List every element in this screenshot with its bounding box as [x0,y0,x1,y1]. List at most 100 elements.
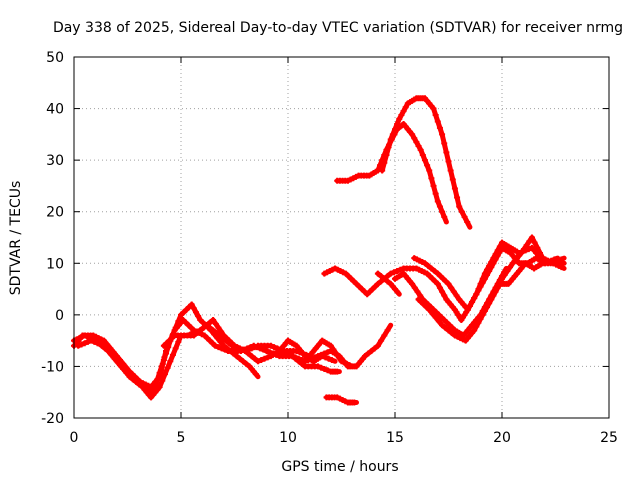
data-point [264,354,271,361]
data-point [194,328,201,335]
data-point [215,344,222,351]
data-point [200,324,207,331]
data-point [387,136,394,143]
data-point [411,135,418,142]
data-point [426,167,433,174]
data-point [252,371,259,378]
data-point [374,342,381,349]
data-point [413,139,420,146]
data-point [499,273,505,280]
data-point [322,354,329,361]
data-point [445,280,452,287]
data-point [88,337,95,344]
data-point [531,239,538,246]
data-point [224,345,231,352]
data-point [432,112,439,119]
data-point [381,159,388,166]
data-point [396,115,403,122]
data-point [187,331,194,338]
x-tick-label: 10 [279,430,297,446]
data-point [381,332,388,339]
data-point [292,354,299,361]
data-point [411,284,418,291]
data-point [436,203,443,210]
series-track-6 [323,394,359,406]
data-point [213,329,220,336]
data-point [490,255,497,262]
data-point [384,327,391,334]
data-point [161,371,168,378]
data-point [333,350,340,357]
data-point [319,353,326,360]
data-point [172,345,179,352]
data-point [314,363,321,370]
data-point [381,275,388,282]
data-point [431,268,438,275]
data-point [496,243,503,250]
data-point [439,131,446,138]
data-point [435,318,442,325]
data-point [479,275,486,282]
data-point [233,353,240,360]
data-point [152,382,159,389]
data-point [169,351,176,358]
data-point [365,350,372,357]
data-point [334,368,341,375]
data-point [492,251,499,258]
data-point [464,306,471,313]
data-point [255,358,262,365]
data-point [330,346,337,353]
data-point [374,270,381,277]
data-point [528,234,535,241]
data-point [417,146,424,153]
data-point [558,256,565,263]
data-point [156,369,163,376]
data-point [451,185,458,192]
data-point [494,247,501,254]
data-point [117,362,124,369]
data-point [439,288,446,295]
data-point [271,344,278,351]
series-track-7 [321,244,561,324]
data-point [461,213,468,220]
data-point [477,280,484,287]
data-point [261,355,268,362]
data-point [421,157,428,164]
y-tick-label: 50 [46,50,64,66]
data-point [227,347,234,354]
data-point [486,296,493,303]
data-point [449,176,456,183]
data-point [428,265,435,272]
data-point [220,342,227,349]
data-point [374,280,381,287]
x-tick-label: 5 [177,430,186,446]
data-point [414,288,421,295]
data-point [84,338,91,345]
data-point [104,346,111,353]
data-point [218,328,225,335]
data-point [471,295,478,302]
data-point [212,320,219,327]
x-tick-label: 20 [493,430,511,446]
data-point [113,358,120,365]
data-point [394,268,401,275]
data-point [236,355,243,362]
data-point [190,305,197,312]
data-point [248,345,255,352]
data-point [206,319,213,326]
data-point [436,284,443,291]
data-point [203,322,210,329]
data-point [316,341,323,348]
data-point [409,131,416,138]
data-point [488,292,495,299]
data-point [400,108,407,115]
data-point [195,313,202,320]
data-point [501,269,508,276]
series-track-4 [160,317,355,369]
data-point [91,338,98,345]
data-point [486,262,493,269]
data-point [351,399,358,406]
data-point [397,266,404,273]
data-point [217,338,224,345]
